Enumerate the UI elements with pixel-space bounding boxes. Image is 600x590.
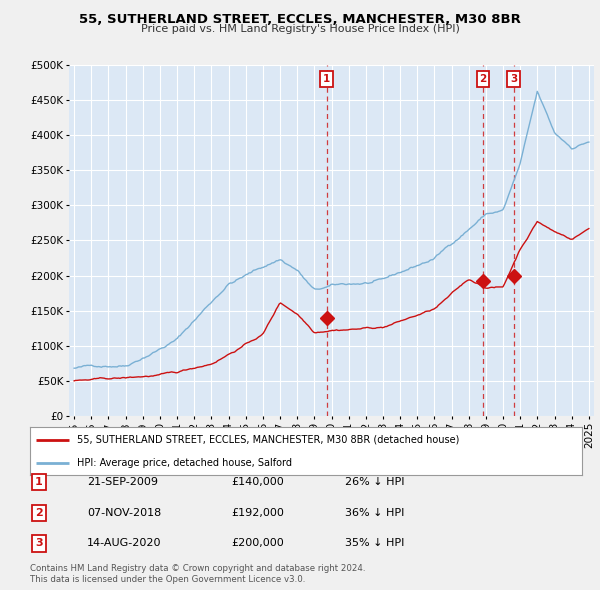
Text: 3: 3 — [35, 539, 43, 548]
Text: 3: 3 — [510, 74, 517, 84]
Text: 2: 2 — [479, 74, 487, 84]
Text: 2: 2 — [35, 508, 43, 517]
Text: This data is licensed under the Open Government Licence v3.0.: This data is licensed under the Open Gov… — [30, 575, 305, 584]
Text: £192,000: £192,000 — [231, 508, 284, 517]
Text: 21-SEP-2009: 21-SEP-2009 — [87, 477, 158, 487]
Text: Price paid vs. HM Land Registry's House Price Index (HPI): Price paid vs. HM Land Registry's House … — [140, 24, 460, 34]
Text: 36% ↓ HPI: 36% ↓ HPI — [345, 508, 404, 517]
Text: 55, SUTHERLAND STREET, ECCLES, MANCHESTER, M30 8BR (detached house): 55, SUTHERLAND STREET, ECCLES, MANCHESTE… — [77, 435, 459, 445]
Text: Contains HM Land Registry data © Crown copyright and database right 2024.: Contains HM Land Registry data © Crown c… — [30, 565, 365, 573]
Text: HPI: Average price, detached house, Salford: HPI: Average price, detached house, Salf… — [77, 458, 292, 468]
Text: 55, SUTHERLAND STREET, ECCLES, MANCHESTER, M30 8BR: 55, SUTHERLAND STREET, ECCLES, MANCHESTE… — [79, 13, 521, 26]
Text: £200,000: £200,000 — [231, 539, 284, 548]
Text: 1: 1 — [35, 477, 43, 487]
Text: 35% ↓ HPI: 35% ↓ HPI — [345, 539, 404, 548]
Text: 14-AUG-2020: 14-AUG-2020 — [87, 539, 161, 548]
Text: 07-NOV-2018: 07-NOV-2018 — [87, 508, 161, 517]
Text: 26% ↓ HPI: 26% ↓ HPI — [345, 477, 404, 487]
Text: £140,000: £140,000 — [231, 477, 284, 487]
Text: 1: 1 — [323, 74, 331, 84]
